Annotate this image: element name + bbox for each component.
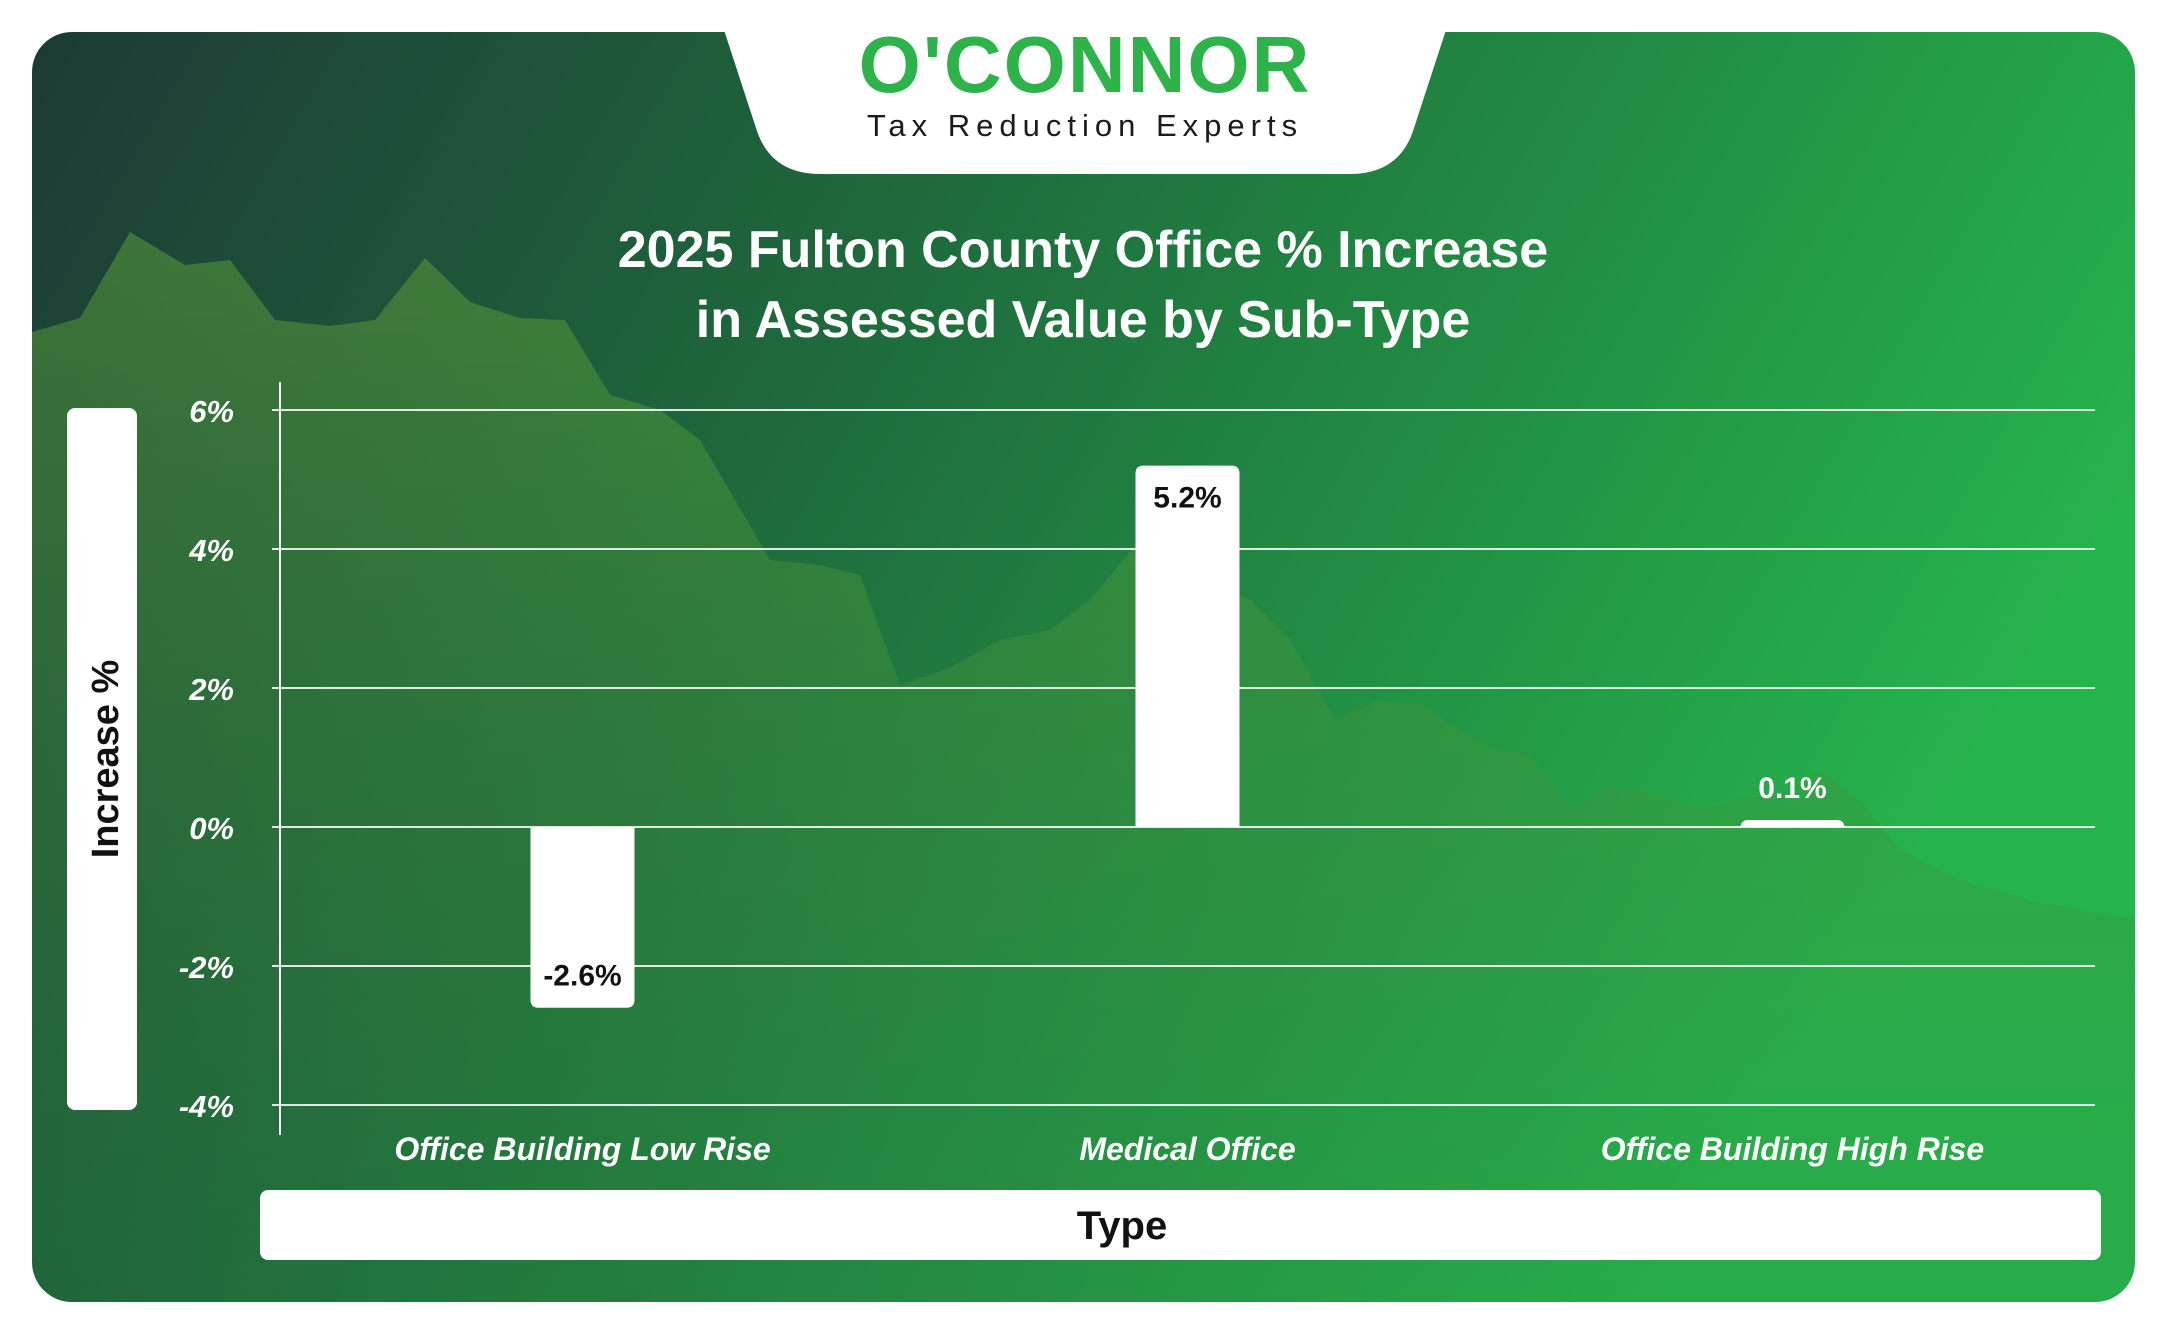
y-axis-label-box [67, 408, 137, 1110]
y-tick-label: 6% [189, 394, 234, 429]
brand-logo: O'CONNOR [859, 20, 1312, 109]
chart-title-line-1: 2025 Fulton County Office % Increase [618, 221, 1548, 279]
x-tick-label: Office Building High Rise [1601, 1131, 1984, 1167]
x-tick-label: Office Building Low Rise [394, 1131, 770, 1167]
mountain-silhouette [32, 232, 2135, 1302]
brand-tagline: Tax Reduction Experts [867, 108, 1303, 143]
bar-2 [1135, 465, 1240, 827]
y-tick-label: -2% [179, 950, 234, 985]
bar-3 [1740, 820, 1845, 829]
data-label: -2.6% [543, 960, 621, 993]
data-label: 5.2% [1153, 482, 1221, 515]
y-tick-label: 0% [189, 811, 234, 846]
data-label: 0.1% [1758, 772, 1826, 805]
x-axis-label-box [260, 1190, 2101, 1260]
chart-title-line-2: in Assessed Value by Sub-Type [696, 291, 1471, 349]
logo-tab [724, 30, 1446, 174]
y-tick-label: 2% [188, 672, 234, 707]
x-tick-label: Medical Office [1079, 1131, 1295, 1167]
bar-1 [530, 827, 635, 1008]
x-axis-label: Type [1077, 1204, 1167, 1248]
y-tick-label: -4% [179, 1089, 234, 1124]
y-axis-label: Increase % [85, 660, 127, 859]
y-tick-label: 4% [188, 533, 234, 568]
